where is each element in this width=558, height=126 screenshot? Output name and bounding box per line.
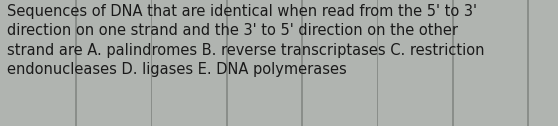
Bar xyxy=(527,0,529,126)
Bar xyxy=(75,0,77,126)
Bar xyxy=(226,0,228,126)
Bar xyxy=(452,0,454,126)
Text: Sequences of DNA that are identical when read from the 5' to 3'
direction on one: Sequences of DNA that are identical when… xyxy=(7,4,485,77)
Bar xyxy=(377,0,378,126)
Bar xyxy=(151,0,152,126)
Bar xyxy=(301,0,303,126)
